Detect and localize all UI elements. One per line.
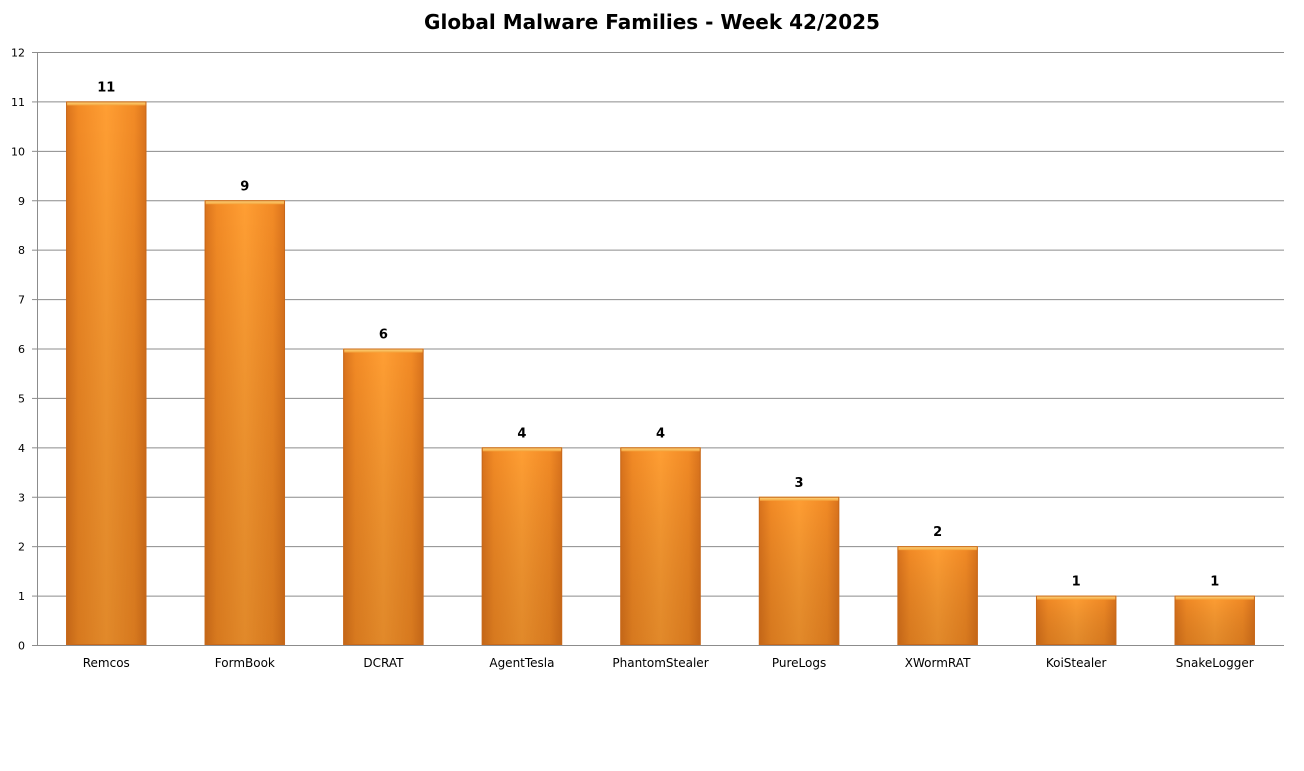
y-tick-label: 7 <box>18 294 25 307</box>
data-label: 1 <box>1072 575 1081 590</box>
data-label: 3 <box>795 476 804 491</box>
y-tick-label: 4 <box>18 442 25 455</box>
x-tick-label: KoiStealer <box>1046 656 1107 670</box>
x-tick-label: XWormRAT <box>905 656 971 670</box>
data-label: 11 <box>97 80 115 95</box>
bar-shading <box>66 101 147 645</box>
bar-outline <box>620 447 701 646</box>
bar-outline <box>1174 595 1255 645</box>
bar-cap <box>1174 595 1255 600</box>
y-tick-label: 12 <box>11 47 25 60</box>
y-tick-label: 0 <box>18 640 25 653</box>
bar-cap <box>758 496 840 501</box>
bar-shading <box>343 348 424 645</box>
bar-outline <box>758 496 840 645</box>
bar-cap <box>620 447 701 452</box>
bar-shading <box>204 200 286 645</box>
bar-cap <box>481 447 563 452</box>
bar-shading <box>1035 595 1117 645</box>
y-tick-label: 6 <box>18 343 25 356</box>
bar-cap <box>897 546 978 551</box>
bar-cap <box>204 200 286 205</box>
bar-outline <box>1035 595 1117 645</box>
x-tick-label: FormBook <box>215 656 275 670</box>
data-label: 6 <box>379 328 388 343</box>
bar-shading <box>481 447 563 645</box>
data-label: 4 <box>656 426 665 441</box>
bar-cap <box>1035 595 1117 600</box>
y-tick-label: 11 <box>11 96 25 109</box>
bar-outline <box>204 200 286 645</box>
bar-shading <box>620 447 701 645</box>
bar-purelogs <box>758 496 840 645</box>
data-label: 1 <box>1210 575 1219 590</box>
bar-shading <box>897 546 978 645</box>
bar-xwormrat <box>897 546 978 646</box>
bar-snakelogger <box>1174 595 1255 645</box>
bar-koistealer <box>1035 595 1117 645</box>
bar-cap <box>66 101 147 106</box>
x-tick-label: SnakeLogger <box>1176 656 1254 670</box>
y-tick-label: 8 <box>18 244 25 257</box>
bar-outline <box>66 101 147 645</box>
data-label: 9 <box>240 179 249 194</box>
bar-phantomstealer <box>620 447 701 646</box>
y-tick-label: 5 <box>18 392 25 405</box>
bar-remcos <box>66 101 147 645</box>
x-tick-label: DCRAT <box>363 656 404 670</box>
x-tick-label: Remcos <box>83 656 130 670</box>
y-tick-label: 9 <box>18 195 25 208</box>
bar-cap <box>343 348 424 353</box>
bar-formbook <box>204 200 286 645</box>
data-label: 4 <box>517 426 526 441</box>
bar-dcrat <box>343 348 424 645</box>
bar-outline <box>481 447 563 646</box>
x-tick-label: PhantomStealer <box>612 656 708 670</box>
x-tick-label: AgentTesla <box>489 656 554 670</box>
x-tick-label: PureLogs <box>772 656 826 670</box>
y-tick-label: 3 <box>18 491 25 504</box>
y-tick-label: 2 <box>18 541 25 554</box>
data-label: 2 <box>933 525 942 540</box>
bar-outline <box>343 348 424 645</box>
y-tick-label: 1 <box>18 590 25 603</box>
bars <box>66 101 1255 646</box>
bar-agenttesla <box>481 447 563 646</box>
y-tick-label: 10 <box>11 145 25 158</box>
bar-outline <box>897 546 978 646</box>
bar-shading <box>1174 595 1255 645</box>
labels: 012345678910111211Remcos9FormBook6DCRAT4… <box>11 47 1254 671</box>
bar-shading <box>758 496 840 645</box>
axes <box>32 52 1284 646</box>
chart-title: Global Malware Families - Week 42/2025 <box>424 10 880 34</box>
